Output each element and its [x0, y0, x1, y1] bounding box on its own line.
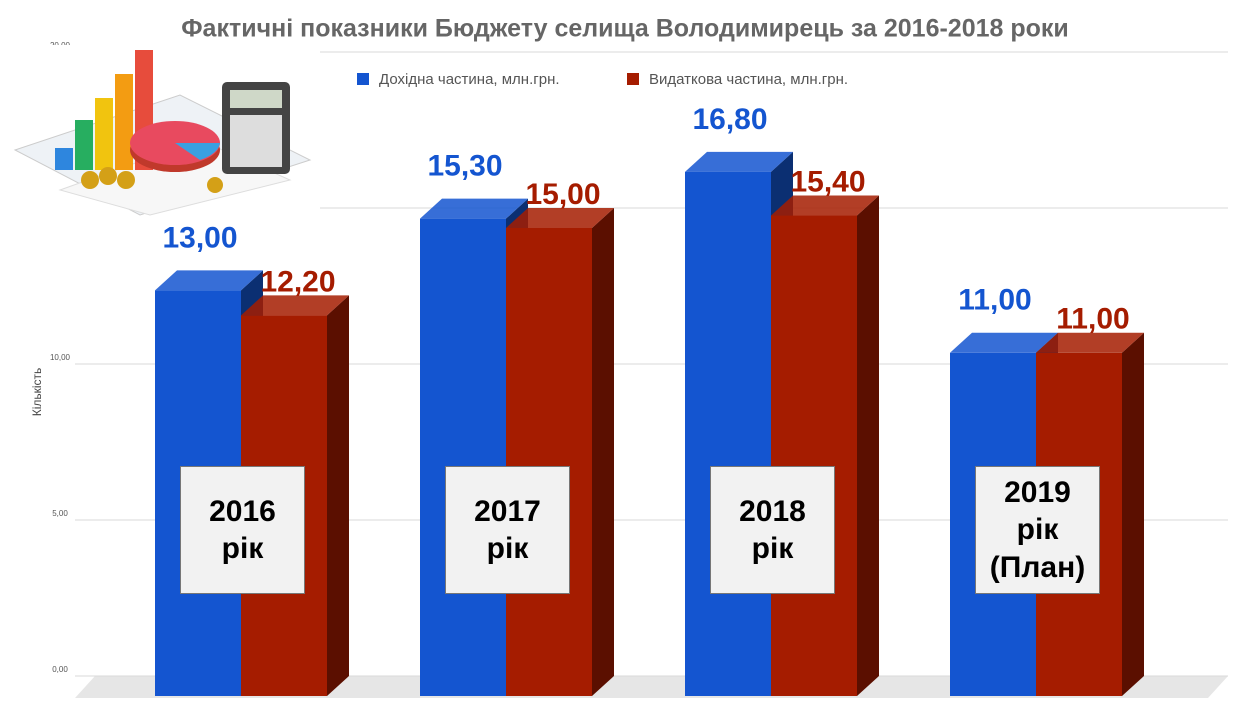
bar	[506, 208, 614, 696]
legend-swatch	[357, 73, 369, 85]
illustration	[0, 45, 320, 217]
value-label: 15,30	[427, 150, 502, 183]
category-label: 2018 рік	[710, 466, 835, 594]
bar-top	[420, 198, 528, 219]
category-label: 2017 рік	[445, 466, 570, 594]
bar-front	[420, 218, 506, 696]
y-tick-label: 5,00	[52, 509, 68, 518]
value-label: 13,00	[162, 221, 237, 254]
bar-side	[1122, 332, 1144, 696]
bar-top	[771, 195, 879, 216]
bar-side	[857, 195, 879, 696]
bar-top	[241, 295, 349, 316]
category-label: 2019 рік (План)	[975, 466, 1100, 594]
y-tick-label: 0,00	[52, 665, 68, 674]
value-label: 15,00	[525, 178, 600, 211]
bar-top	[1036, 332, 1144, 353]
category-text: 2016 рік	[209, 494, 276, 566]
value-label: 16,80	[692, 103, 767, 136]
bar-top	[506, 208, 614, 228]
value-label: 12,20	[260, 265, 335, 298]
bar-top	[950, 332, 1058, 353]
value-label: 15,40	[790, 165, 865, 198]
legend-label: Видаткова частина, млн.грн.	[649, 71, 848, 88]
value-label: 11,00	[1056, 303, 1129, 336]
category-text: 2018 рік	[739, 494, 806, 566]
bar-front	[685, 171, 771, 697]
chart-title: Фактичні показники Бюджету селища Володи…	[181, 15, 1069, 43]
value-label: 11,00	[958, 284, 1031, 317]
bar-side	[327, 295, 349, 696]
category-label: 2016 рік	[180, 466, 305, 594]
category-text: 2019 рік (План)	[989, 475, 1086, 584]
legend-label: Дохідна частина, млн.грн.	[379, 71, 560, 88]
floor	[75, 676, 1228, 698]
bar-side	[592, 208, 614, 696]
bar-front	[771, 215, 857, 696]
bar-front	[506, 228, 592, 696]
bar	[771, 195, 879, 696]
y-tick-label: 10,00	[50, 353, 71, 362]
legend-swatch	[627, 73, 639, 85]
category-text: 2017 рік	[474, 494, 541, 566]
bar-top	[155, 270, 263, 291]
bar-top	[685, 151, 793, 172]
y-axis-label: Кількість	[30, 368, 44, 417]
